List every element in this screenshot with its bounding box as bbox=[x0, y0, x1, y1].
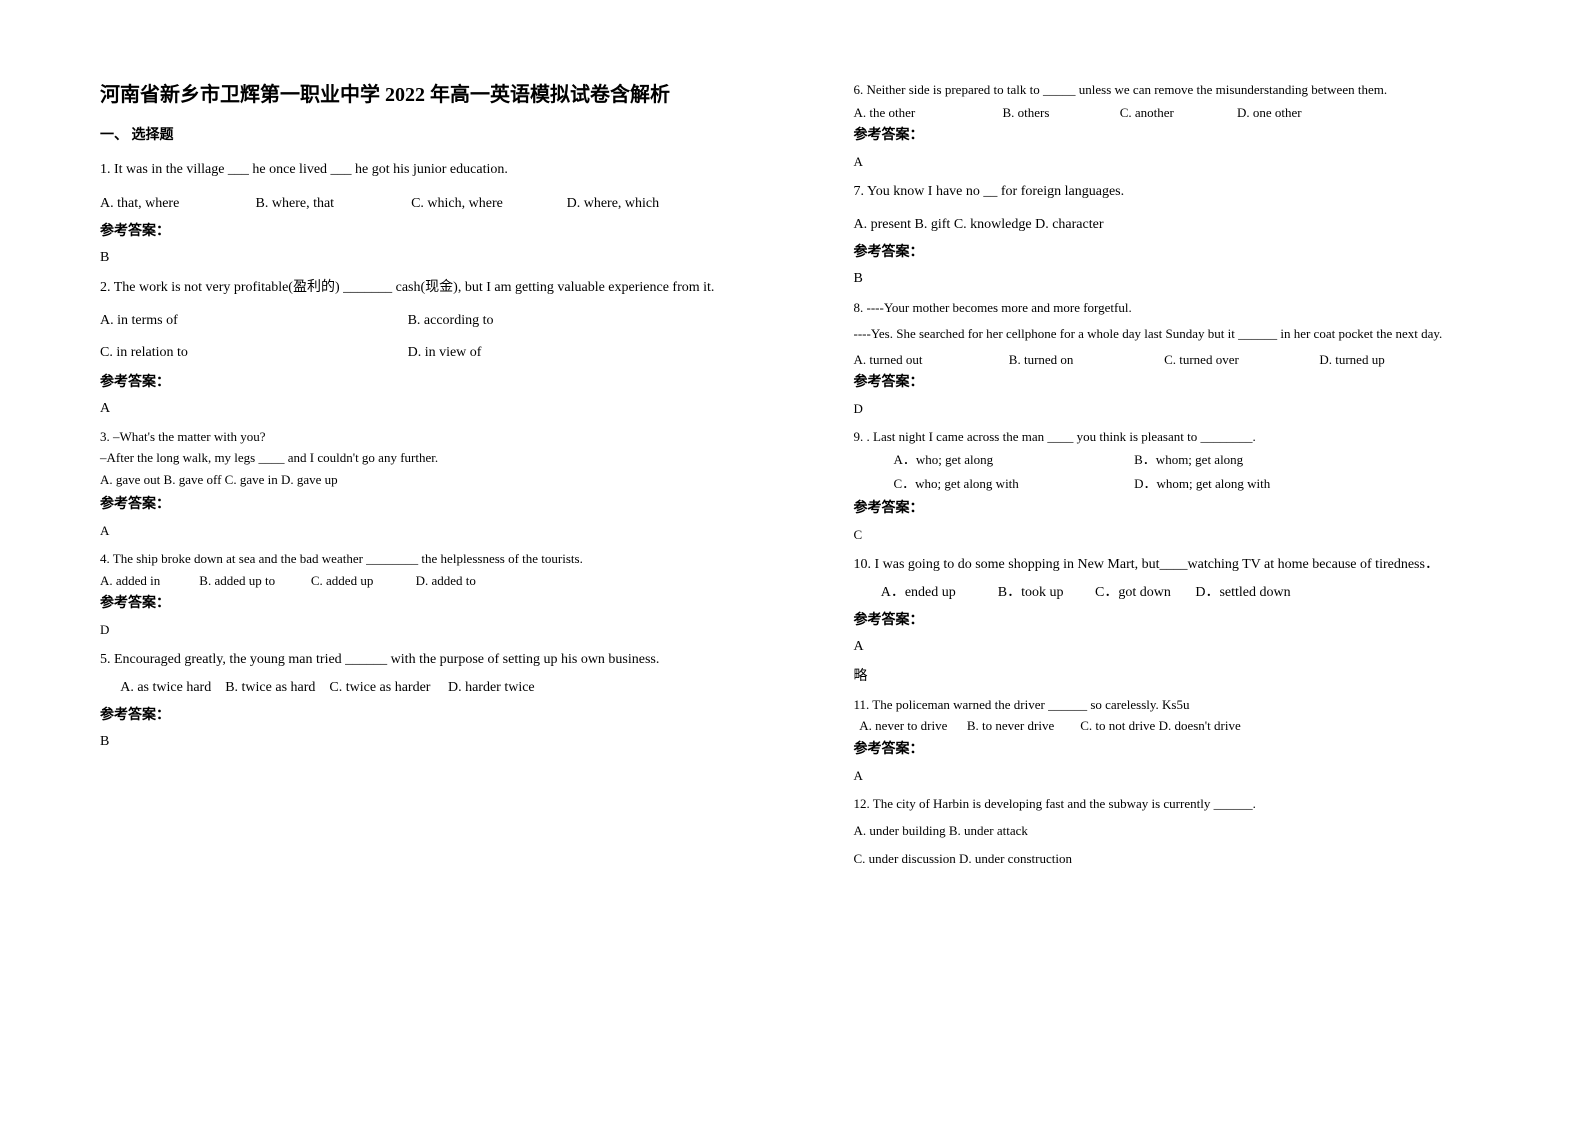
answer-value: A bbox=[854, 154, 1488, 170]
option-d: D．whom; get along with bbox=[1134, 473, 1371, 495]
question-line2: ----Yes. She searched for her cellphone … bbox=[854, 323, 1488, 345]
question-line1: 8. ----Your mother becomes more and more… bbox=[854, 297, 1488, 319]
question-6: 6. Neither side is prepared to talk to _… bbox=[854, 80, 1488, 170]
question-line1: 3. –What's the matter with you? bbox=[100, 427, 734, 447]
question-text: 10. I was going to do some shopping in N… bbox=[854, 553, 1488, 577]
options: A．ended up B．took up C．got down D．settle… bbox=[854, 581, 1488, 605]
answer-value: D bbox=[854, 401, 1488, 417]
answer-label: 参考答案： bbox=[854, 738, 1488, 758]
option-c: C. another bbox=[1120, 102, 1234, 124]
option-b: B. turned on bbox=[1009, 349, 1161, 371]
answer-value: A bbox=[100, 401, 734, 417]
section-header: 一、 选择题 bbox=[100, 124, 734, 144]
option-d: D. one other bbox=[1237, 102, 1364, 124]
answer-value: A bbox=[854, 639, 1488, 655]
option-c: C. which, where bbox=[411, 192, 563, 216]
question-5: 5. Encouraged greatly, the young man tri… bbox=[100, 648, 734, 750]
answer-value: D bbox=[100, 622, 734, 638]
answer-label: 参考答案： bbox=[854, 609, 1488, 629]
options: A. turned out B. turned on C. turned ove… bbox=[854, 349, 1488, 371]
options: A. as twice hard B. twice as hard C. twi… bbox=[100, 676, 734, 700]
option-a: A. in terms of bbox=[100, 309, 404, 333]
option-c: C. turned over bbox=[1164, 349, 1316, 371]
answer-value: B bbox=[100, 250, 734, 266]
answer-label: 参考答案： bbox=[100, 704, 734, 724]
omit-label: 略 bbox=[854, 665, 1488, 685]
answer-label: 参考答案： bbox=[100, 220, 734, 240]
answer-label: 参考答案： bbox=[100, 592, 734, 612]
option-d: D. in view of bbox=[408, 341, 712, 365]
answer-label: 参考答案： bbox=[100, 371, 734, 391]
options-row1: A. under building B. under attack bbox=[854, 821, 1488, 841]
question-text: 6. Neither side is prepared to talk to _… bbox=[854, 80, 1488, 100]
question-4: 4. The ship broke down at sea and the ba… bbox=[100, 549, 734, 638]
page: 河南省新乡市卫辉第一职业中学 2022 年高一英语模拟试卷含解析 一、 选择题 … bbox=[0, 0, 1587, 1122]
question-3: 3. –What's the matter with you? –After t… bbox=[100, 427, 734, 540]
option-c: C. in relation to bbox=[100, 341, 404, 365]
answer-value: B bbox=[854, 271, 1488, 287]
option-a: A. the other bbox=[854, 102, 1000, 124]
answer-label: 参考答案： bbox=[854, 241, 1488, 261]
question-10: 10. I was going to do some shopping in N… bbox=[854, 553, 1488, 685]
question-8: 8. ----Your mother becomes more and more… bbox=[854, 297, 1488, 417]
options-row2: C．who; get along with D．whom; get along … bbox=[854, 473, 1488, 497]
answer-value: A bbox=[854, 768, 1488, 784]
answer-label: 参考答案： bbox=[854, 124, 1488, 144]
options: A. the other B. others C. another D. one… bbox=[854, 102, 1488, 124]
options: A. present B. gift C. knowledge D. chara… bbox=[854, 213, 1488, 237]
question-text: 1. It was in the village ___ he once liv… bbox=[100, 158, 734, 182]
options-row1: A．who; get along B．whom; get along bbox=[854, 449, 1488, 473]
right-column: 6. Neither side is prepared to talk to _… bbox=[794, 0, 1587, 1122]
option-d: D. turned up bbox=[1319, 349, 1471, 371]
question-9: 9. . Last night I came across the man __… bbox=[854, 427, 1488, 543]
options: A. added in B. added up to C. added up D… bbox=[100, 571, 734, 591]
answer-value: A bbox=[100, 523, 734, 539]
answer-value: C bbox=[854, 527, 1488, 543]
page-title: 河南省新乡市卫辉第一职业中学 2022 年高一英语模拟试卷含解析 bbox=[100, 80, 734, 110]
options-row2: C. under discussion D. under constructio… bbox=[854, 849, 1488, 869]
answer-label: 参考答案： bbox=[854, 371, 1488, 391]
options: A. that, where B. where, that C. which, … bbox=[100, 192, 734, 216]
question-1: 1. It was in the village ___ he once liv… bbox=[100, 158, 734, 266]
answer-label: 参考答案： bbox=[100, 493, 734, 513]
question-text: 9. . Last night I came across the man __… bbox=[854, 427, 1488, 447]
option-b: B. according to bbox=[408, 309, 712, 333]
question-text: 2. The work is not very profitable(盈利的) … bbox=[100, 276, 734, 300]
answer-value: B bbox=[100, 734, 734, 750]
question-12: 12. The city of Harbin is developing fas… bbox=[854, 794, 1488, 869]
question-2: 2. The work is not very profitable(盈利的) … bbox=[100, 276, 734, 417]
option-b: B. others bbox=[1002, 102, 1116, 124]
option-a: A. that, where bbox=[100, 192, 252, 216]
option-c: C．who; get along with bbox=[894, 473, 1131, 495]
option-b: B．whom; get along bbox=[1134, 449, 1371, 471]
answer-label: 参考答案： bbox=[854, 497, 1488, 517]
left-column: 河南省新乡市卫辉第一职业中学 2022 年高一英语模拟试卷含解析 一、 选择题 … bbox=[0, 0, 794, 1122]
question-text: 12. The city of Harbin is developing fas… bbox=[854, 794, 1488, 814]
question-text: 11. The policeman warned the driver ____… bbox=[854, 695, 1488, 715]
option-b: B. where, that bbox=[256, 192, 408, 216]
options: A. never to drive B. to never drive C. t… bbox=[854, 716, 1488, 736]
options: A. in terms of B. according to bbox=[100, 309, 734, 335]
question-text: 7. You know I have no __ for foreign lan… bbox=[854, 180, 1488, 204]
question-text: 5. Encouraged greatly, the young man tri… bbox=[100, 648, 734, 672]
question-text: 4. The ship broke down at sea and the ba… bbox=[100, 549, 734, 569]
options: C. in relation to D. in view of bbox=[100, 341, 734, 367]
question-7: 7. You know I have no __ for foreign lan… bbox=[854, 180, 1488, 288]
option-a: A. turned out bbox=[854, 349, 1006, 371]
option-a: A．who; get along bbox=[894, 449, 1131, 471]
question-line2: –After the long walk, my legs ____ and I… bbox=[100, 448, 734, 468]
options: A. gave out B. gave off C. gave in D. ga… bbox=[100, 470, 734, 490]
option-d: D. where, which bbox=[567, 192, 719, 216]
question-11: 11. The policeman warned the driver ____… bbox=[854, 695, 1488, 784]
